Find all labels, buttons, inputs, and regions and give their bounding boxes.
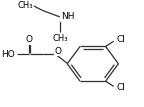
Text: Cl: Cl (116, 35, 125, 44)
Text: Cl: Cl (116, 83, 125, 92)
Text: HO: HO (1, 50, 15, 59)
Text: CH₃: CH₃ (17, 1, 33, 10)
Text: NH: NH (61, 12, 75, 21)
Text: CH₃: CH₃ (52, 34, 68, 44)
Text: O: O (26, 35, 33, 44)
Text: O: O (54, 47, 61, 56)
